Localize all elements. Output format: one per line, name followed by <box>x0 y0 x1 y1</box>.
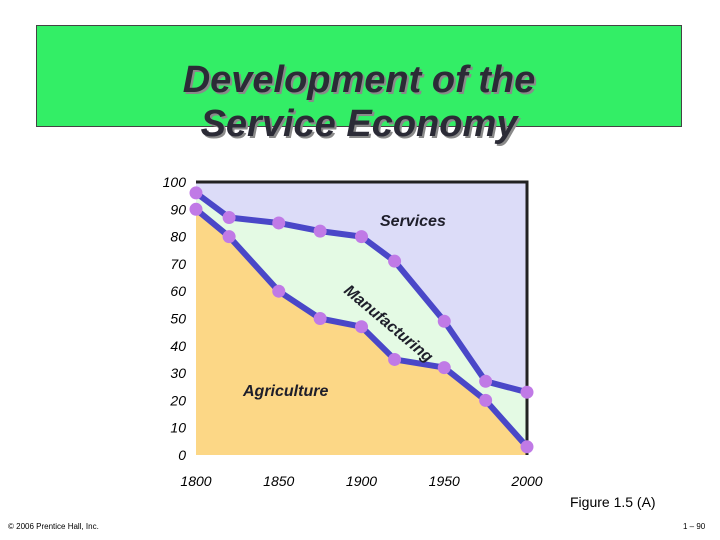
manufacturing-point-2000 <box>520 385 534 399</box>
agriculture-point-1850 <box>272 284 286 298</box>
agriculture-point-2000 <box>520 440 534 454</box>
plot-frame <box>196 180 529 455</box>
agriculture-point-1950 <box>437 361 451 375</box>
y-tick-label: 80 <box>170 229 186 245</box>
y-tick-label: 10 <box>170 420 186 436</box>
title-line-2: Service Economy <box>200 103 518 145</box>
plot-border <box>196 180 529 455</box>
figure-caption: Figure 1.5 (A) <box>570 494 656 510</box>
manufacturing-point-1820 <box>222 210 236 224</box>
agriculture-label: Agriculture <box>242 383 328 400</box>
services-label: Services <box>380 213 446 230</box>
y-tick-label: 0 <box>178 447 186 463</box>
x-tick-label: 1950 <box>429 473 460 489</box>
title-line-1: Development of the <box>182 59 536 101</box>
manufacturing-area <box>196 192 527 447</box>
page-number: 1 – 90 <box>683 522 706 531</box>
y-axis-ticks: 0 10 20 30 40 50 60 70 80 90 100 <box>163 174 187 463</box>
x-tick-label: 2000 <box>510 473 542 489</box>
x-tick-label: 1800 <box>180 473 211 489</box>
y-tick-label: 30 <box>170 365 186 381</box>
manufacturing-point-1975 <box>479 374 493 388</box>
manufacturing-point-1850 <box>272 216 286 230</box>
agriculture-point-1900 <box>355 320 368 334</box>
y-tick-label: 50 <box>170 311 186 327</box>
agriculture-point-1875 <box>313 312 327 325</box>
agriculture-point-1820 <box>222 230 236 244</box>
agriculture-point-1800 <box>189 202 203 216</box>
chart-areas <box>196 182 527 455</box>
x-axis-ticks: 1800 1850 1900 1950 2000 <box>180 473 542 489</box>
manufacturing-point-1875 <box>313 224 327 238</box>
x-tick-label: 1850 <box>263 473 294 489</box>
manufacturing-point-1950 <box>437 314 451 328</box>
title-banner: Development of the Service Economy <box>36 25 682 145</box>
y-tick-label: 100 <box>163 174 187 190</box>
y-tick-label: 20 <box>169 392 186 408</box>
manufacturing-point-1920 <box>388 254 402 268</box>
y-tick-label: 70 <box>170 256 186 272</box>
slide-title: Development of the Service Economy <box>37 58 681 146</box>
y-tick-label: 40 <box>170 338 186 354</box>
y-tick-label: 90 <box>170 201 186 217</box>
agriculture-point-1920 <box>388 352 402 366</box>
agriculture-point-1975 <box>479 393 493 407</box>
x-tick-label: 1900 <box>346 473 377 489</box>
y-tick-label: 60 <box>170 283 186 299</box>
chart-points <box>189 186 534 454</box>
manufacturing-point-1900 <box>355 230 368 244</box>
copyright-notice: © 2006 Prentice Hall, Inc. <box>8 522 99 531</box>
manufacturing-point-1800 <box>189 186 203 200</box>
